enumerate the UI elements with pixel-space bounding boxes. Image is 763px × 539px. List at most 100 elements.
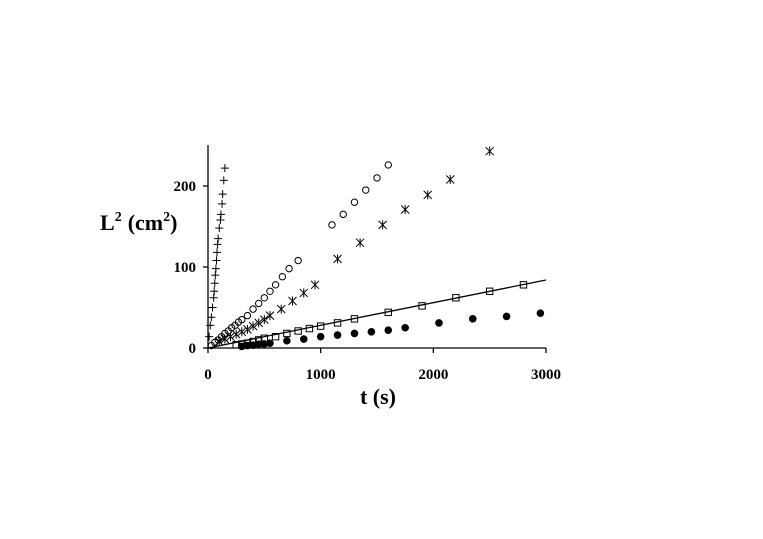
point-circle <box>260 294 269 302</box>
point-asterisk <box>259 315 269 325</box>
y-axis-title-unit-sup: 2 <box>163 210 170 225</box>
point-asterisk <box>310 280 320 290</box>
point-circle <box>249 305 257 313</box>
point-filled-circle <box>468 315 477 323</box>
point-plus <box>207 313 216 322</box>
series-asterisk <box>214 146 495 347</box>
x-tick-label: 1000 <box>306 367 336 383</box>
point-plus <box>218 199 227 208</box>
point-asterisk <box>485 146 495 156</box>
point-circle <box>373 174 381 182</box>
x-tick-label: 3000 <box>531 367 561 383</box>
point-filled-circle <box>299 335 308 343</box>
y-tick-label: 200 <box>174 179 197 195</box>
point-asterisk <box>220 334 230 344</box>
point-asterisk <box>248 321 258 331</box>
point-plus <box>211 271 220 280</box>
point-square <box>305 324 314 333</box>
point-asterisk <box>378 220 387 230</box>
point-plus <box>212 256 221 265</box>
point-square <box>316 322 325 330</box>
point-asterisk <box>276 304 286 314</box>
point-asterisk <box>231 329 241 339</box>
point-plus <box>219 176 228 185</box>
point-plus <box>213 248 222 257</box>
data-marks <box>204 146 545 352</box>
y-tick-label: 0 <box>189 341 197 357</box>
point-plus <box>216 210 225 219</box>
point-circle <box>266 287 274 295</box>
point-circle <box>384 161 392 169</box>
point-square <box>333 319 342 327</box>
point-square <box>418 302 426 310</box>
point-asterisk <box>243 324 252 334</box>
point-square <box>485 287 494 296</box>
series-plus <box>204 164 229 352</box>
point-filled-circle <box>435 319 443 327</box>
x-tick-label: 2000 <box>418 367 448 383</box>
point-plus <box>208 303 217 312</box>
point-square <box>519 281 528 289</box>
point-asterisk <box>288 296 297 306</box>
point-circle <box>285 264 293 273</box>
x-axis-title: t (s) <box>360 384 396 409</box>
point-filled-circle <box>536 309 545 317</box>
point-asterisk <box>333 254 342 264</box>
point-plus <box>220 164 229 173</box>
point-asterisk <box>214 337 224 347</box>
point-plus <box>211 264 220 273</box>
point-asterisk <box>226 332 235 342</box>
point-asterisk <box>254 318 264 328</box>
series-circle <box>207 161 392 350</box>
point-asterisk <box>400 204 410 214</box>
point-filled-circle <box>333 331 342 339</box>
point-asterisk <box>423 190 433 200</box>
y-axis-title-symbol: L <box>100 210 115 235</box>
point-square <box>350 315 359 323</box>
point-plus <box>218 190 227 199</box>
point-asterisk <box>299 288 309 298</box>
point-plus <box>216 216 225 225</box>
y-axis-title-unit: (cm <box>128 210 163 235</box>
point-plus <box>209 293 218 302</box>
point-circle <box>271 281 280 289</box>
point-plus <box>213 240 222 249</box>
point-plus <box>205 332 214 341</box>
point-asterisk <box>355 238 365 248</box>
y-axis-title-unit-close: ) <box>170 210 177 235</box>
y-axis-title: L2 (cm2) <box>100 210 177 235</box>
point-asterisk <box>265 311 275 321</box>
series-square <box>232 281 528 349</box>
point-filled-circle <box>502 312 511 321</box>
point-asterisk <box>237 327 247 337</box>
point-circle <box>243 311 252 320</box>
point-plus <box>215 224 224 233</box>
series-filled-circle <box>238 309 545 351</box>
point-square <box>283 329 291 338</box>
point-square <box>384 308 392 317</box>
fit-line <box>207 279 547 349</box>
point-plus <box>210 287 219 296</box>
point-square <box>452 294 460 302</box>
point-filled-circle <box>283 336 291 345</box>
point-circle <box>238 315 246 324</box>
point-filled-circle <box>316 332 325 341</box>
point-asterisk <box>445 175 455 185</box>
point-filled-circle <box>350 329 359 338</box>
point-circle <box>328 221 336 229</box>
point-circle <box>339 210 347 219</box>
point-filled-circle <box>266 339 274 347</box>
point-square <box>271 332 280 341</box>
y-axis-title-symbol-sup: 2 <box>115 210 122 225</box>
point-circle <box>294 256 302 265</box>
y-tick-label: 100 <box>174 260 197 276</box>
point-circle <box>278 273 287 281</box>
point-filled-circle <box>384 326 393 334</box>
point-circle <box>350 198 359 206</box>
fit-line-group <box>207 279 547 349</box>
point-plus <box>210 279 219 288</box>
point-circle <box>362 186 370 194</box>
